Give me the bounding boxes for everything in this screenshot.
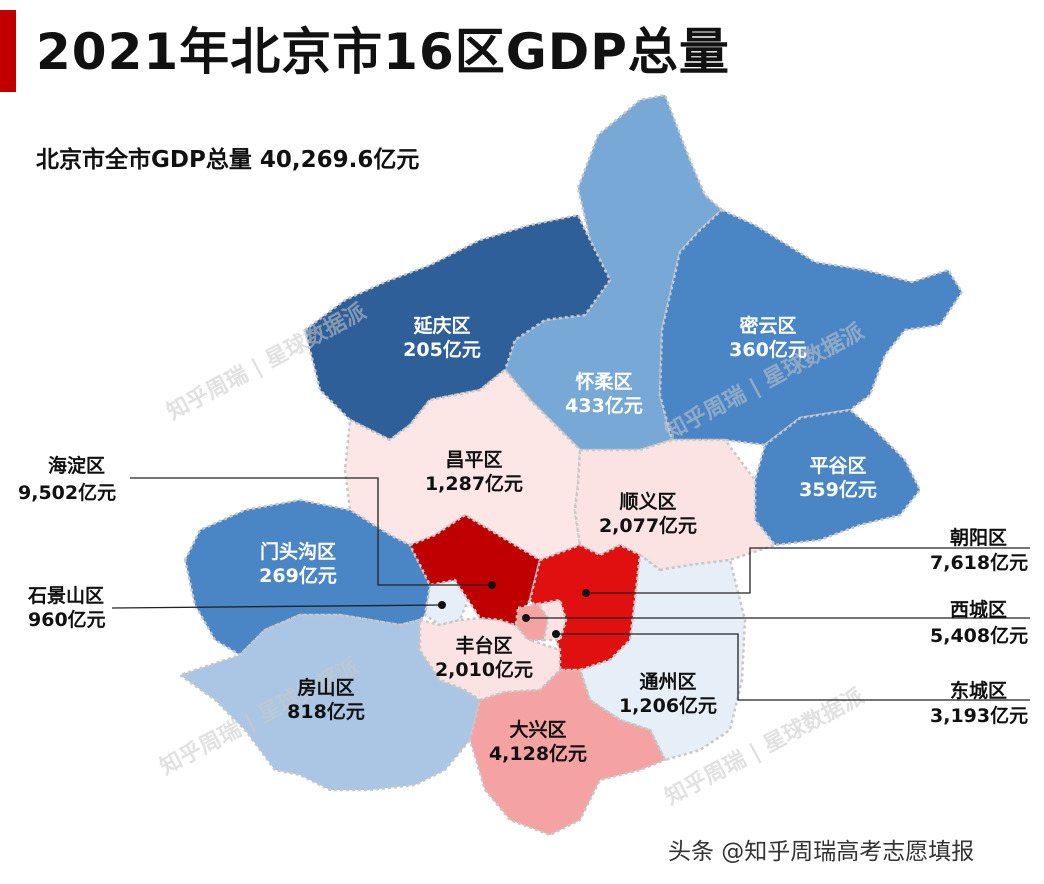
leader-dot-shijingshan <box>438 601 446 609</box>
label-daxing-name: 大兴区 <box>509 718 566 741</box>
leader-dot-xicheng <box>522 614 530 622</box>
label-xicheng-name: 西城区 <box>950 598 1007 621</box>
leader-line-haidian <box>130 477 492 586</box>
label-fangshan-name: 房山区 <box>297 676 354 699</box>
page-title: 2021年北京市16区GDP总量 <box>36 23 730 81</box>
source-credit: 头条 @知乎周瑞高考志愿填报 <box>668 839 975 865</box>
label-miyun-gdp: 360亿元 <box>729 338 807 361</box>
label-chaoyang-name: 朝阳区 <box>950 527 1007 549</box>
label-changping-name: 昌平区 <box>445 449 502 471</box>
district-miyun[interactable] <box>658 208 964 447</box>
label-dongcheng-gdp: 3,193亿元 <box>930 704 1028 727</box>
district-huairou[interactable] <box>503 93 724 452</box>
label-shijingshan-name: 石景山区 <box>27 585 104 607</box>
label-huairou-gdp: 433亿元 <box>565 394 643 417</box>
label-fengtai-name: 丰台区 <box>455 634 512 657</box>
label-pinggu-gdp: 359亿元 <box>799 478 877 501</box>
label-mentougou-gdp: 269亿元 <box>259 564 337 587</box>
title-accent-bar <box>0 10 16 92</box>
leader-line-dongcheng <box>556 633 1030 701</box>
label-pinggu-name: 平谷区 <box>809 455 866 477</box>
label-miyun-name: 密云区 <box>739 314 796 337</box>
leader-line-shijingshan <box>111 604 443 609</box>
label-chaoyang-gdp: 7,618亿元 <box>930 551 1028 574</box>
label-daxing-gdp: 4,128亿元 <box>489 742 587 765</box>
label-mentougou-name: 门头沟区 <box>260 540 336 563</box>
label-shunyi-name: 顺义区 <box>619 491 676 513</box>
leader-line-chaoyang <box>586 547 1030 594</box>
district-yanqing[interactable] <box>303 213 612 442</box>
label-huairou-name: 怀柔区 <box>575 370 632 393</box>
leader-dot-dongcheng <box>552 630 560 638</box>
district-fengtai[interactable] <box>418 616 562 702</box>
leader-dot-chaoyang <box>582 589 590 597</box>
district-daxing[interactable] <box>468 668 667 837</box>
label-tongzhou-name: 通州区 <box>639 671 696 693</box>
label-shunyi-gdp: 2,077亿元 <box>599 514 697 537</box>
label-tongzhou-gdp: 1,206亿元 <box>619 694 717 717</box>
label-fangshan-gdp: 818亿元 <box>287 700 365 723</box>
leader-dot-haidian <box>488 581 496 589</box>
label-haidian-name: 海淀区 <box>48 454 105 477</box>
label-haidian-gdp: 9,502亿元 <box>18 481 116 504</box>
label-changping-gdp: 1,287亿元 <box>425 472 523 495</box>
label-xicheng-gdp: 5,408亿元 <box>930 624 1028 647</box>
label-yanqing-gdp: 205亿元 <box>403 338 481 361</box>
label-shijingshan-gdp: 960亿元 <box>28 608 106 631</box>
label-dongcheng-name: 东城区 <box>950 679 1007 702</box>
total-gdp-subtitle: 北京市全市GDP总量 40,269.6亿元 <box>36 147 420 173</box>
label-yanqing-name: 延庆区 <box>412 314 470 337</box>
label-fengtai-gdp: 2,010亿元 <box>435 658 533 681</box>
